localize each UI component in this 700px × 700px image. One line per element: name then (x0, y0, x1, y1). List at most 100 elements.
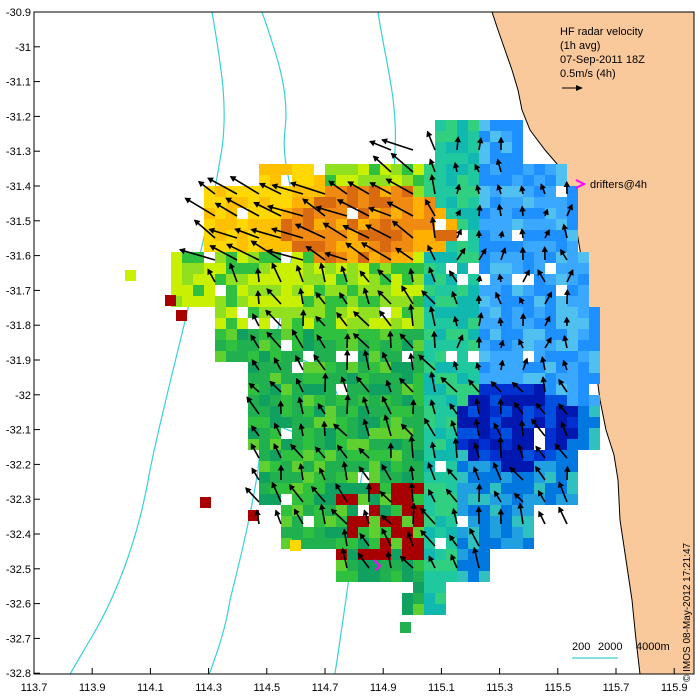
velocity-arrow (316, 206, 348, 217)
velocity-pixel (501, 340, 512, 351)
velocity-pixel (391, 318, 402, 329)
velocity-pixel (171, 285, 182, 296)
velocity-pixel (325, 296, 336, 307)
velocity-pixel (215, 219, 226, 230)
velocity-pixel (501, 450, 512, 461)
velocity-arrow-head (428, 266, 435, 274)
velocity-arrow-head (340, 376, 347, 383)
velocity-arrow-head (429, 371, 436, 378)
velocity-pixel (413, 351, 424, 362)
velocity-pixel (193, 252, 204, 263)
velocity-pixel (402, 274, 413, 285)
velocity-pixel (457, 285, 468, 296)
velocity-pixel (358, 428, 369, 439)
velocity-pixel (391, 362, 402, 373)
velocity-pixel (578, 318, 589, 329)
velocity-pixel (479, 494, 490, 505)
velocity-pixel (578, 384, 589, 395)
velocity-pixel (501, 153, 512, 164)
velocity-arrow (226, 243, 260, 261)
velocity-pixel (347, 395, 358, 406)
velocity-arrow-head (475, 294, 483, 302)
velocity-pixel (468, 197, 479, 208)
velocity-pixel (380, 274, 391, 285)
velocity-arrow-head (340, 547, 347, 555)
velocity-pixel (336, 175, 347, 186)
velocity-pixel (468, 450, 479, 461)
velocity-pixel (215, 263, 226, 274)
velocity-pixel (556, 241, 567, 252)
velocity-pixel (556, 263, 567, 274)
velocity-pixel (468, 516, 479, 527)
velocity-pixel (325, 241, 336, 252)
velocity-pixel (413, 329, 424, 340)
velocity-pixel (248, 373, 259, 384)
velocity-pixel (347, 241, 358, 252)
velocity-pixel (347, 186, 358, 197)
velocity-pixel (446, 142, 457, 153)
velocity-pixel (281, 307, 292, 318)
velocity-pixel (479, 516, 490, 527)
velocity-pixel (589, 362, 600, 373)
velocity-pixel (292, 296, 303, 307)
velocity-pixel (204, 186, 215, 197)
velocity-pixel (281, 263, 292, 274)
velocity-pixel (512, 219, 523, 230)
velocity-pixel (391, 516, 402, 527)
velocity-arrow-head (450, 419, 457, 427)
velocity-pixel (303, 461, 314, 472)
velocity-arrow-head (377, 290, 384, 297)
velocity-arrow-head (445, 488, 453, 496)
velocity-pixel (512, 439, 523, 450)
velocity-pixel (578, 417, 589, 428)
velocity-pixel (237, 230, 248, 241)
velocity-pixel (281, 285, 292, 296)
velocity-pixel (369, 329, 380, 340)
velocity-pixel (479, 153, 490, 164)
velocity-pixel (413, 296, 424, 307)
velocity-pixel (380, 329, 391, 340)
velocity-pixel (325, 263, 336, 274)
velocity-pixel (501, 461, 512, 472)
velocity-pixel (512, 131, 523, 142)
velocity-pixel (457, 406, 468, 417)
velocity-pixel (369, 296, 380, 307)
velocity-pixel (523, 340, 534, 351)
velocity-pixel (270, 406, 281, 417)
velocity-pixel (325, 428, 336, 439)
velocity-arrow (290, 182, 326, 195)
velocity-pixel (380, 516, 391, 527)
velocity-pixel (292, 373, 303, 384)
velocity-pixel (402, 395, 413, 406)
velocity-arrow-head (518, 419, 526, 427)
velocity-pixel (347, 505, 358, 516)
velocity-pixel (534, 219, 545, 230)
velocity-pixel (413, 241, 424, 252)
velocity-pixel (413, 384, 424, 395)
velocity-pixel (193, 285, 204, 296)
velocity-arrow-head (385, 550, 392, 558)
velocity-pixel (490, 494, 501, 505)
velocity-arrow-head (557, 481, 565, 489)
velocity-pixel (402, 549, 413, 560)
velocity-pixel (259, 351, 270, 362)
y-tick-label: -32.1 (6, 425, 31, 437)
velocity-pixel (534, 384, 545, 395)
velocity-pixel (512, 120, 523, 131)
velocity-pixel (556, 450, 567, 461)
velocity-arrow-head (472, 546, 479, 554)
velocity-pixel (424, 472, 435, 483)
velocity-pixel (270, 175, 281, 186)
velocity-arrow-head (535, 465, 542, 473)
velocity-arrow-head (316, 334, 323, 341)
velocity-pixel (490, 307, 501, 318)
velocity-pixel (512, 472, 523, 483)
velocity-pixel (259, 285, 270, 296)
velocity-pixel (468, 527, 479, 538)
velocity-pixel (457, 571, 468, 582)
velocity-pixel (468, 483, 479, 494)
velocity-pixel (347, 516, 358, 527)
velocity-pixel (259, 450, 270, 461)
velocity-pixel (358, 340, 369, 351)
velocity-pixel (402, 571, 413, 582)
